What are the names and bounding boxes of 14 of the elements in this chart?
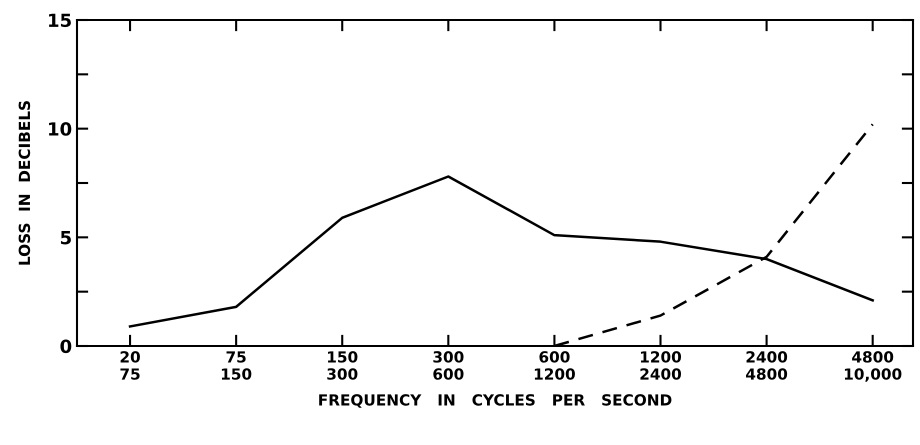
y-tick-label: 15 — [49, 14, 71, 28]
x-tick-label: 2400 4800 — [746, 351, 788, 380]
x-tick-label: 4800 10,000 — [844, 351, 902, 382]
x-tick-label: 20 75 — [120, 351, 140, 380]
x-axis-title: FREQUENCY IN CYCLES PER SECOND — [319, 394, 672, 408]
x-tick-label: 75 150 — [222, 351, 252, 380]
y-tick-label: 0 — [60, 339, 72, 354]
x-tick-label: 150 300 — [327, 351, 358, 380]
x-tick-label: 600 1200 — [534, 351, 575, 380]
x-tick-label: 300 600 — [433, 351, 464, 380]
y-tick-label: 5 — [60, 231, 71, 244]
y-tick-label: 10 — [49, 122, 72, 136]
x-tick-label: 1200 2400 — [640, 351, 682, 380]
y-axis-title: LOSS IN DECIBELS — [18, 101, 30, 265]
